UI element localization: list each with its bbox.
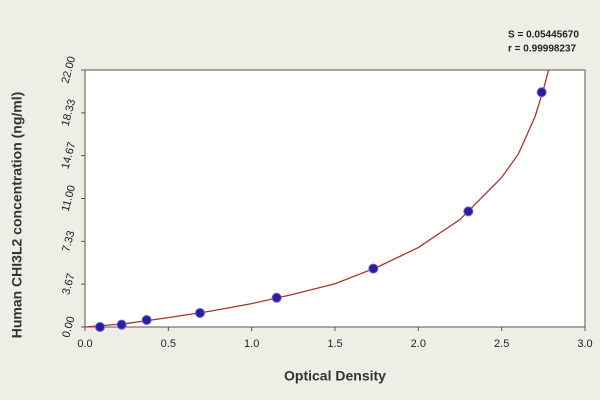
y-tick-label: 0.00 (60, 315, 77, 339)
data-point (116, 319, 127, 330)
x-tick-label: 2.0 (411, 338, 426, 350)
y-tick-label: 22.00 (60, 55, 79, 85)
x-tick-label: 2.5 (494, 338, 509, 350)
y-tick-label: 11.00 (60, 184, 79, 213)
data-point (463, 206, 474, 217)
data-point (368, 263, 379, 274)
x-tick-label: 0.0 (77, 338, 92, 350)
data-point (195, 307, 205, 318)
plot-area (84, 69, 586, 328)
x-axis-title: Optical Density (284, 368, 386, 384)
x-tick-label: 1.5 (327, 338, 342, 350)
data-point (95, 322, 105, 332)
y-tick-label: 7.33 (60, 229, 77, 253)
annotation: S = 0.05445670 (508, 30, 579, 41)
annotation: r = 0.99998237 (508, 44, 577, 55)
y-tick-label: 3.67 (60, 272, 77, 296)
y-tick-label: 14.67 (60, 141, 79, 171)
x-tick-label: 0.5 (161, 338, 176, 350)
data-point (141, 314, 152, 325)
y-axis-title: Human CHI3L2 concentration (ng/ml) (9, 92, 25, 339)
x-tick-label: 1.0 (244, 338, 259, 350)
data-point (536, 87, 547, 98)
x-tick-label: 3.0 (577, 338, 592, 350)
y-tick-label: 18.33 (60, 98, 79, 128)
data-point (271, 292, 282, 303)
